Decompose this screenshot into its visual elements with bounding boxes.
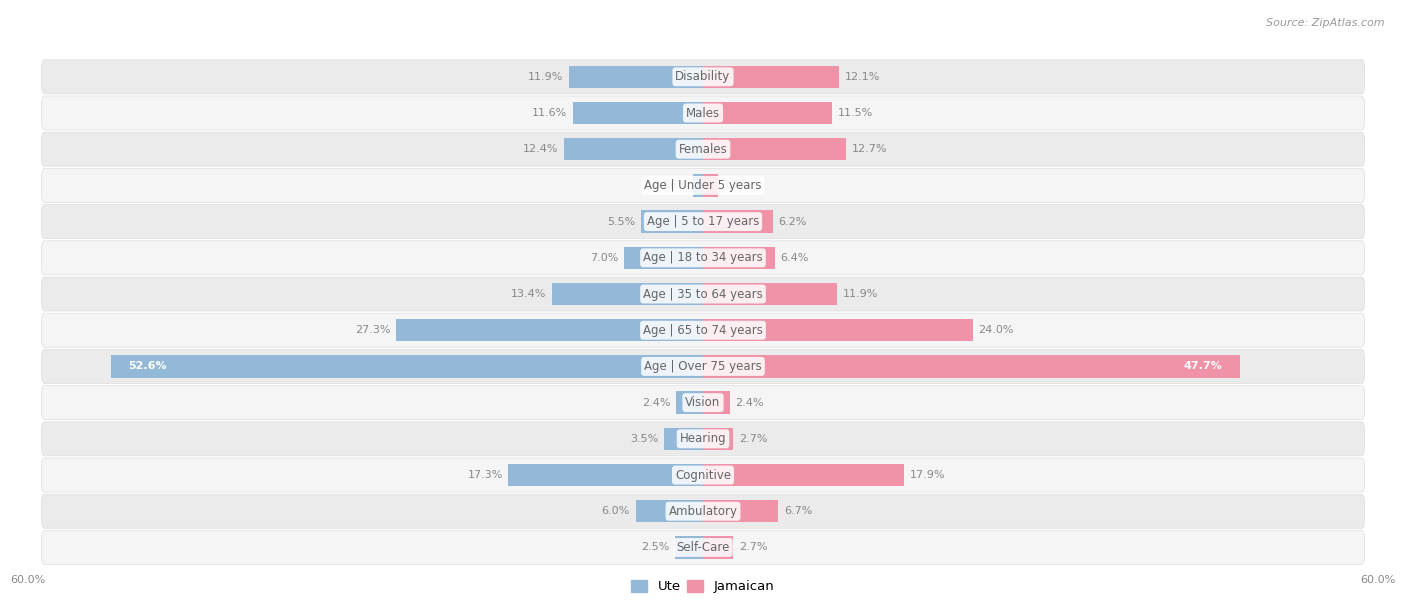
Bar xyxy=(664,428,703,450)
FancyBboxPatch shape xyxy=(42,313,1364,347)
Bar xyxy=(703,319,973,341)
Text: Age | 35 to 64 years: Age | 35 to 64 years xyxy=(643,288,763,300)
Text: 24.0%: 24.0% xyxy=(979,325,1014,335)
Text: Ambulatory: Ambulatory xyxy=(668,505,738,518)
Text: 13.4%: 13.4% xyxy=(512,289,547,299)
FancyBboxPatch shape xyxy=(42,168,1364,203)
Bar xyxy=(703,65,839,88)
Text: Age | 5 to 17 years: Age | 5 to 17 years xyxy=(647,215,759,228)
Text: Cognitive: Cognitive xyxy=(675,469,731,482)
Bar xyxy=(693,174,703,196)
Text: 6.0%: 6.0% xyxy=(602,506,630,517)
Text: 12.4%: 12.4% xyxy=(523,144,558,154)
Text: 5.5%: 5.5% xyxy=(607,217,636,226)
FancyBboxPatch shape xyxy=(42,458,1364,492)
Bar xyxy=(703,536,734,559)
Text: 0.86%: 0.86% xyxy=(652,181,688,190)
FancyBboxPatch shape xyxy=(42,531,1364,564)
Text: Age | 65 to 74 years: Age | 65 to 74 years xyxy=(643,324,763,337)
Text: 11.9%: 11.9% xyxy=(842,289,877,299)
Text: 17.9%: 17.9% xyxy=(910,470,945,480)
FancyBboxPatch shape xyxy=(42,277,1364,311)
Bar xyxy=(624,247,703,269)
Bar xyxy=(703,174,717,196)
Bar xyxy=(569,65,703,88)
FancyBboxPatch shape xyxy=(42,386,1364,420)
Text: 12.1%: 12.1% xyxy=(845,72,880,82)
Bar xyxy=(703,283,837,305)
Text: 52.6%: 52.6% xyxy=(128,362,167,371)
Text: Hearing: Hearing xyxy=(679,432,727,446)
Text: 2.7%: 2.7% xyxy=(740,542,768,553)
Text: 11.6%: 11.6% xyxy=(531,108,567,118)
Text: Self-Care: Self-Care xyxy=(676,541,730,554)
FancyBboxPatch shape xyxy=(42,132,1364,166)
Bar xyxy=(675,536,703,559)
Bar xyxy=(703,428,734,450)
Text: 11.5%: 11.5% xyxy=(838,108,873,118)
Bar xyxy=(703,392,730,414)
Text: 1.3%: 1.3% xyxy=(723,181,751,190)
FancyBboxPatch shape xyxy=(42,96,1364,130)
Text: 27.3%: 27.3% xyxy=(354,325,391,335)
Bar xyxy=(641,211,703,233)
Text: 12.7%: 12.7% xyxy=(852,144,887,154)
Text: 6.4%: 6.4% xyxy=(780,253,808,263)
Text: 2.7%: 2.7% xyxy=(740,434,768,444)
Text: 47.7%: 47.7% xyxy=(1184,362,1223,371)
Text: Age | Under 5 years: Age | Under 5 years xyxy=(644,179,762,192)
FancyBboxPatch shape xyxy=(42,60,1364,94)
Bar xyxy=(396,319,703,341)
Text: 7.0%: 7.0% xyxy=(591,253,619,263)
Text: Age | 18 to 34 years: Age | 18 to 34 years xyxy=(643,252,763,264)
Bar xyxy=(703,247,775,269)
FancyBboxPatch shape xyxy=(42,204,1364,239)
Legend: Ute, Jamaican: Ute, Jamaican xyxy=(626,575,780,599)
Bar xyxy=(703,138,846,160)
Bar xyxy=(572,102,703,124)
Text: 6.7%: 6.7% xyxy=(785,506,813,517)
Bar xyxy=(703,102,832,124)
Bar xyxy=(564,138,703,160)
Bar xyxy=(553,283,703,305)
Bar xyxy=(509,464,703,487)
Text: Females: Females xyxy=(679,143,727,155)
Text: 2.4%: 2.4% xyxy=(643,398,671,408)
Text: 6.2%: 6.2% xyxy=(779,217,807,226)
Text: Males: Males xyxy=(686,106,720,119)
FancyBboxPatch shape xyxy=(42,349,1364,384)
Bar xyxy=(703,500,779,523)
Bar xyxy=(703,464,904,487)
Text: 3.5%: 3.5% xyxy=(630,434,658,444)
Text: Disability: Disability xyxy=(675,70,731,83)
FancyBboxPatch shape xyxy=(42,241,1364,275)
Bar xyxy=(703,211,773,233)
Bar xyxy=(111,355,703,378)
Bar xyxy=(676,392,703,414)
FancyBboxPatch shape xyxy=(42,494,1364,528)
Text: Vision: Vision xyxy=(685,396,721,409)
Text: Age | Over 75 years: Age | Over 75 years xyxy=(644,360,762,373)
FancyBboxPatch shape xyxy=(42,422,1364,456)
Text: 2.5%: 2.5% xyxy=(641,542,669,553)
Text: 17.3%: 17.3% xyxy=(467,470,503,480)
Text: 11.9%: 11.9% xyxy=(529,72,564,82)
Bar xyxy=(636,500,703,523)
Text: Source: ZipAtlas.com: Source: ZipAtlas.com xyxy=(1267,18,1385,28)
Text: 2.4%: 2.4% xyxy=(735,398,763,408)
Bar xyxy=(703,355,1240,378)
